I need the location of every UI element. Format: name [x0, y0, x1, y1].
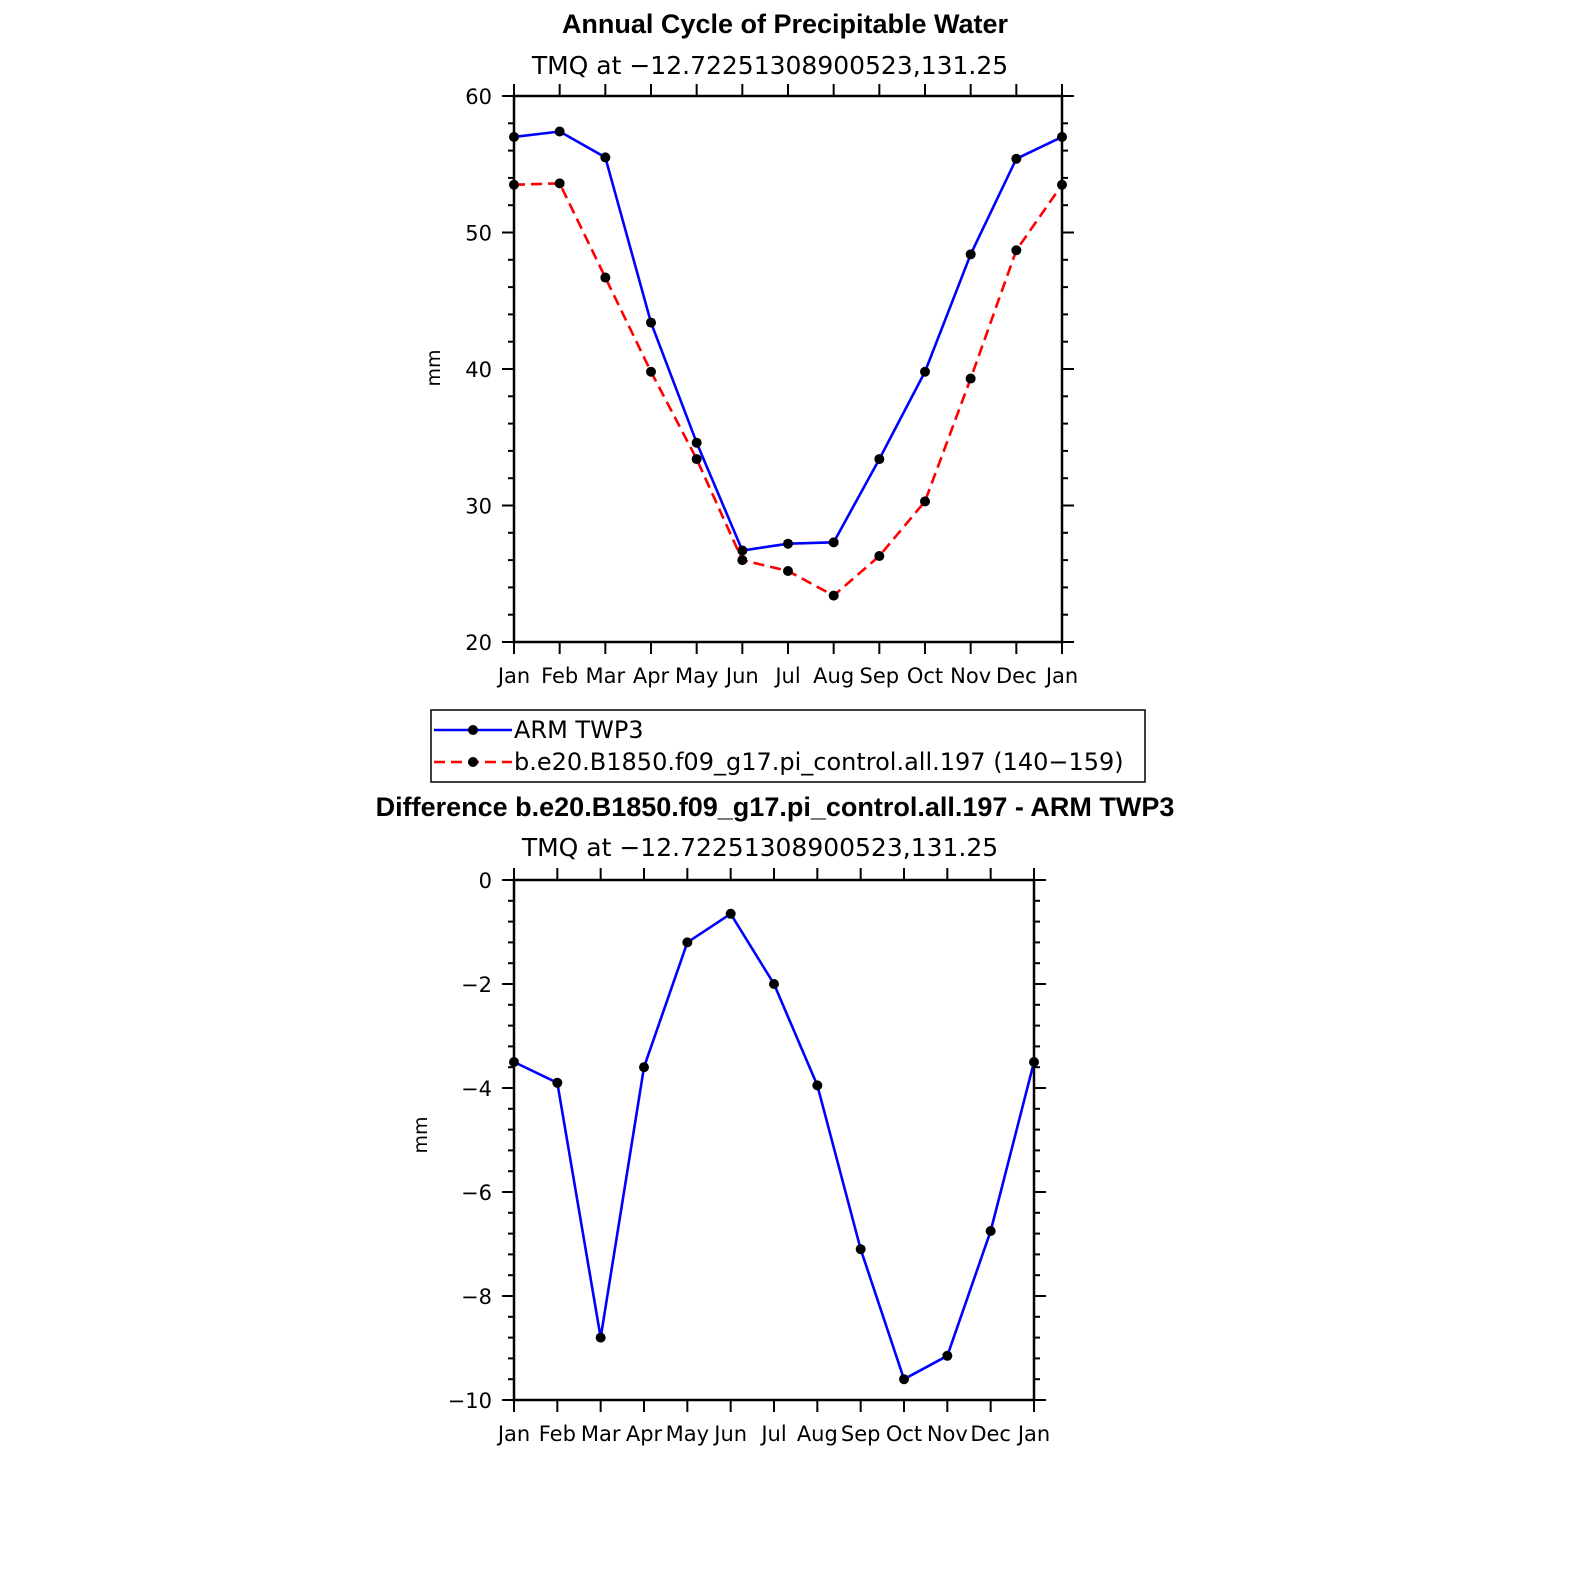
- data-point: [552, 1077, 563, 1088]
- x-tick-label: Nov: [927, 1422, 968, 1446]
- x-tick-label: Oct: [886, 1422, 922, 1446]
- chart-subtitle: TMQ at −12.72251308900523,131.25: [521, 833, 998, 862]
- data-point: [646, 366, 656, 377]
- annual-cycle-chart: Annual Cycle of Precipitable Water TMQ a…: [423, 9, 1146, 783]
- data-point: [554, 178, 565, 189]
- y-axis-label: mm: [423, 349, 445, 386]
- data-point: [985, 1226, 996, 1236]
- data-point: [600, 272, 611, 283]
- x-tick-label: May: [675, 664, 718, 688]
- y-tick-labels: 20 30 40 50 60: [465, 85, 492, 655]
- legend-label: ARM TWP3: [514, 716, 644, 744]
- y-tick-label: 50: [465, 222, 492, 246]
- legend-label: b.e20.B1850.f09_g17.pi_control.all.197 (…: [514, 748, 1124, 776]
- plot-frame: [512, 878, 1036, 1402]
- chart-subtitle: TMQ at −12.72251308900523,131.25: [531, 51, 1008, 80]
- x-tick-label: Aug: [813, 664, 854, 688]
- y-tick-label: 0: [479, 869, 492, 893]
- series-line-1: [513, 182, 1064, 597]
- x-tick-label: Feb: [541, 664, 578, 688]
- y-tick-label: 30: [465, 495, 492, 519]
- data-point: [691, 437, 702, 448]
- y-tick-labels: 0 −2 −4 −6 −8 −10: [448, 869, 492, 1413]
- y-tick-label: 20: [465, 631, 492, 655]
- y-tick-label: 60: [465, 85, 492, 109]
- x-tick-label: Jul: [773, 664, 800, 688]
- y-tick-label: −6: [461, 1181, 492, 1205]
- data-point: [812, 1080, 823, 1091]
- x-tick-label: Jun: [724, 664, 759, 688]
- x-tick-label: Feb: [539, 1422, 576, 1446]
- x-tick-label: Mar: [586, 664, 626, 688]
- plot-frame: [512, 94, 1064, 644]
- data-point: [725, 908, 736, 919]
- data-point: [595, 1332, 606, 1343]
- x-tick-label: Sep: [841, 1422, 881, 1446]
- x-tick-label: Jan: [1016, 1422, 1050, 1446]
- data-point: [737, 555, 748, 566]
- data-point: [855, 1244, 866, 1255]
- data-point: [783, 566, 793, 577]
- data-point: [828, 590, 839, 601]
- data-point: [899, 1374, 909, 1385]
- data-point: [942, 1350, 953, 1361]
- x-tick-label: Apr: [633, 664, 670, 688]
- series-layer: [509, 908, 1039, 1385]
- x-tick-labels: Jan Feb Mar Apr May Jun Jul Aug Sep Oct Nov Dec Jan: [496, 664, 1078, 688]
- data-point: [1011, 245, 1022, 256]
- data-point: [646, 317, 656, 328]
- legend-marker: [468, 725, 478, 735]
- data-point: [600, 152, 611, 163]
- data-point: [874, 454, 885, 465]
- data-point: [554, 126, 565, 137]
- x-tick-label: Sep: [860, 664, 900, 688]
- x-tick-label: Apr: [626, 1422, 663, 1446]
- x-tick-label: Jul: [759, 1422, 786, 1446]
- y-tick-label: −10: [448, 1389, 492, 1413]
- x-tick-label: Nov: [950, 664, 991, 688]
- x-tick-labels: Jan Feb Mar Apr May Jun Jul Aug Sep Oct Nov Dec Jan: [496, 1422, 1050, 1446]
- data-point: [682, 937, 693, 948]
- data-point: [691, 454, 702, 465]
- data-point: [783, 538, 793, 549]
- x-tick-label: Jan: [496, 664, 530, 688]
- data-point: [920, 366, 930, 377]
- x-tick-label: Oct: [907, 664, 943, 688]
- difference-chart: Difference b.e20.B1850.f09_g17.pi_contro…: [376, 792, 1175, 1446]
- series-layer: [509, 126, 1067, 601]
- axis-ticks: [502, 868, 1046, 1412]
- data-point: [1011, 153, 1022, 164]
- x-tick-label: Jun: [712, 1422, 747, 1446]
- y-axis-label: mm: [410, 1116, 432, 1153]
- legend-entry-model: b.e20.B1850.f09_g17.pi_control.all.197 (…: [434, 748, 1124, 776]
- data-point: [769, 979, 779, 989]
- data-point: [874, 551, 885, 562]
- legend-box: [430, 709, 1146, 783]
- x-tick-label: May: [666, 1422, 709, 1446]
- chart-title: Annual Cycle of Precipitable Water: [562, 9, 1009, 39]
- series-line-0: [513, 130, 1063, 552]
- legend: ARM TWP3 b.e20.B1850.f09_g17.pi_control.…: [430, 709, 1146, 783]
- x-tick-label: Jan: [1044, 664, 1078, 688]
- x-tick-label: Dec: [996, 664, 1037, 688]
- y-tick-label: −8: [461, 1285, 492, 1309]
- x-tick-label: Aug: [797, 1422, 838, 1446]
- x-tick-label: Dec: [970, 1422, 1011, 1446]
- legend-marker: [468, 757, 478, 767]
- data-point: [965, 249, 976, 260]
- data-point: [737, 545, 748, 556]
- x-tick-label: Jan: [496, 1422, 530, 1446]
- y-tick-label: −2: [461, 973, 492, 997]
- y-tick-label: −4: [461, 1077, 492, 1101]
- data-point: [639, 1062, 649, 1073]
- chart-title: Difference b.e20.B1850.f09_g17.pi_contro…: [376, 792, 1175, 822]
- data-point: [920, 496, 930, 507]
- y-tick-label: 40: [465, 358, 492, 382]
- data-point: [965, 373, 976, 384]
- x-tick-label: Mar: [581, 1422, 621, 1446]
- data-point: [828, 537, 839, 548]
- legend-entry-arm: ARM TWP3: [434, 716, 644, 744]
